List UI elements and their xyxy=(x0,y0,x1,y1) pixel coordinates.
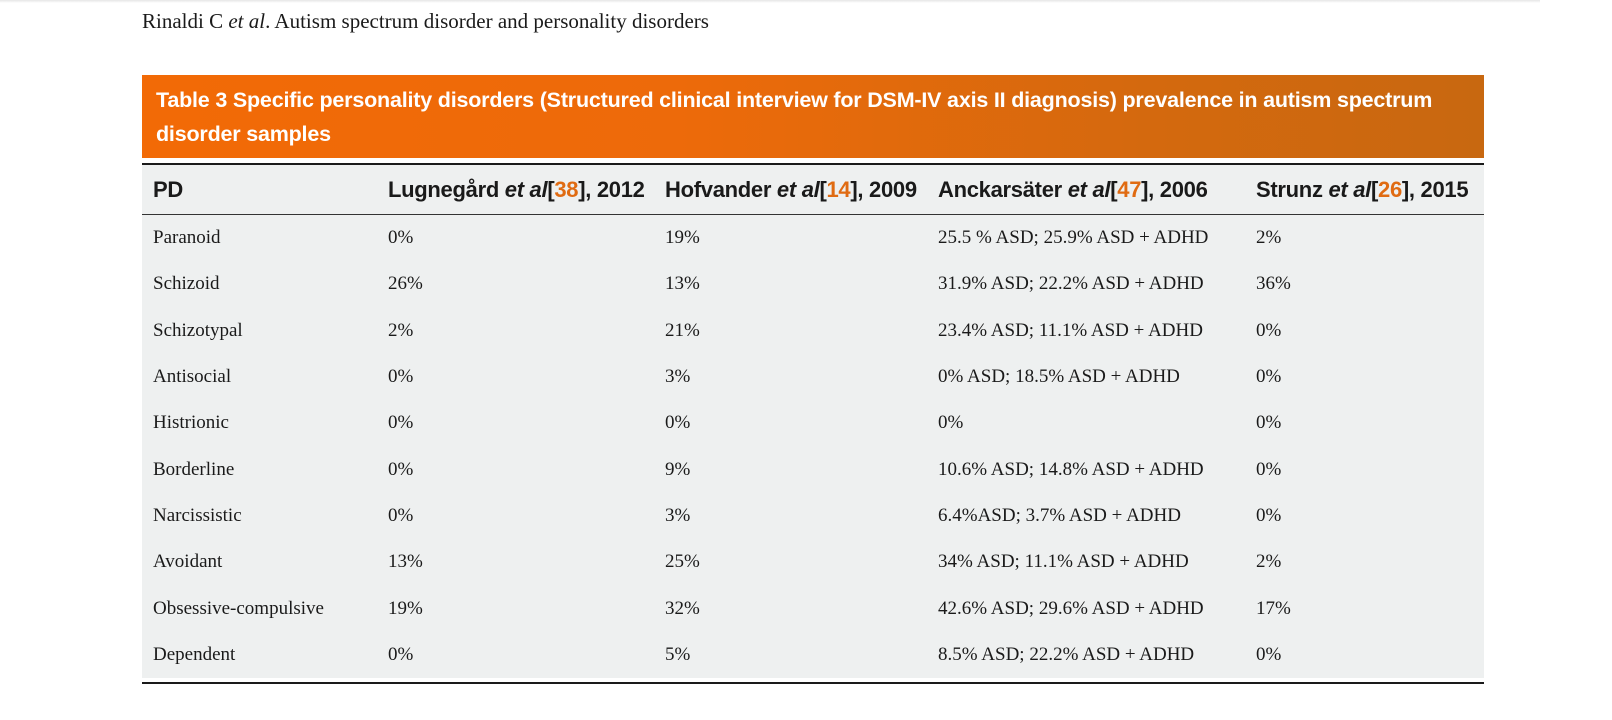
cell-hofvander: 25% xyxy=(665,551,700,573)
cell-strunz: 2% xyxy=(1256,227,1282,249)
cell-pd: Borderline xyxy=(153,458,235,480)
top-shadow xyxy=(0,0,1540,3)
cell-lugnegard: 0% xyxy=(388,504,414,526)
cell-pd: Avoidant xyxy=(153,551,223,573)
table-row: Schizoid 26% 13% 31.9% ASD; 22.2% ASD + … xyxy=(142,261,1484,307)
header-etal: et al xyxy=(1067,176,1111,202)
prevalence-table: PD Lugnegård et al[38], 2012 Hofvander e… xyxy=(142,165,1484,678)
cell-anckarsater: 0% xyxy=(938,412,964,434)
cell-hofvander: 5% xyxy=(665,643,691,665)
header-bracket: [ xyxy=(819,176,827,202)
cell-anckarsater: 42.6% ASD; 29.6% ASD + ADHD xyxy=(938,597,1204,619)
table-caption: Table 3 Specific personality disorders (… xyxy=(142,75,1484,158)
cell-hofvander: 13% xyxy=(665,273,700,295)
cell-pd: Schizotypal xyxy=(153,319,243,341)
cell-lugnegard: 19% xyxy=(388,597,423,619)
cell-lugnegard: 0% xyxy=(388,366,414,388)
cell-lugnegard: 0% xyxy=(388,412,414,434)
table-row: Schizotypal 2% 21% 23.4% ASD; 11.1% ASD … xyxy=(142,308,1484,354)
header-year: ], 2006 xyxy=(1141,176,1208,202)
cell-strunz: 17% xyxy=(1256,597,1291,619)
reference-link-47[interactable]: 47 xyxy=(1117,176,1142,202)
cell-strunz: 0% xyxy=(1256,366,1282,388)
cell-anckarsater: 23.4% ASD; 11.1% ASD + ADHD xyxy=(938,319,1203,341)
table-row: Dependent 0% 5% 8.5% ASD; 22.2% ASD + AD… xyxy=(142,632,1484,678)
header-anckarsater: Anckarsäter et al[47], 2006 xyxy=(927,165,1245,215)
header-year: ], 2009 xyxy=(850,176,917,202)
cell-hofvander: 3% xyxy=(665,366,691,388)
cell-strunz: 0% xyxy=(1256,458,1282,480)
cell-hofvander: 19% xyxy=(665,227,700,249)
running-head-title: . Autism spectrum disorder and personali… xyxy=(265,9,709,33)
cell-hofvander: 32% xyxy=(665,597,700,619)
cell-lugnegard: 2% xyxy=(388,319,414,341)
cell-anckarsater: 10.6% ASD; 14.8% ASD + ADHD xyxy=(938,458,1204,480)
cell-pd: Schizoid xyxy=(153,273,220,295)
header-bracket: [ xyxy=(1110,176,1118,202)
cell-lugnegard: 0% xyxy=(388,458,414,480)
header-pd: PD xyxy=(142,165,377,215)
cell-anckarsater: 0% ASD; 18.5% ASD + ADHD xyxy=(938,366,1180,388)
table-top-rule xyxy=(142,163,1484,165)
reference-link-14[interactable]: 14 xyxy=(826,176,851,202)
header-lugnegard: Lugnegård et al[38], 2012 xyxy=(377,165,654,215)
table-row: Borderline 0% 9% 10.6% ASD; 14.8% ASD + … xyxy=(142,446,1484,492)
cell-hofvander: 0% xyxy=(665,412,691,434)
cell-lugnegard: 0% xyxy=(388,643,414,665)
header-etal: et al xyxy=(1328,176,1371,202)
cell-strunz: 0% xyxy=(1256,412,1282,434)
cell-pd: Narcissistic xyxy=(153,504,242,526)
cell-strunz: 2% xyxy=(1256,551,1282,573)
cell-strunz: 0% xyxy=(1256,643,1282,665)
header-strunz: Strunz et al[26], 2015 xyxy=(1245,165,1484,215)
cell-anckarsater: 6.4%ASD; 3.7% ASD + ADHD xyxy=(938,504,1181,526)
header-bracket: [ xyxy=(1370,176,1379,202)
header-author: Anckarsäter xyxy=(938,176,1068,202)
header-author: Lugnegård xyxy=(388,176,505,202)
table-row: Narcissistic 0% 3% 6.4%ASD; 3.7% ASD + A… xyxy=(142,493,1484,539)
cell-anckarsater: 31.9% ASD; 22.2% ASD + ADHD xyxy=(938,273,1204,295)
running-head-etal: et al xyxy=(228,9,266,33)
table-row: Obsessive-compulsive 19% 32% 42.6% ASD; … xyxy=(142,585,1484,631)
header-author: Strunz xyxy=(1256,176,1329,202)
reference-link-26[interactable]: 26 xyxy=(1378,176,1402,202)
header-author: Hofvander xyxy=(665,176,777,202)
header-hofvander: Hofvander et al[14], 2009 xyxy=(654,165,927,215)
cell-pd: Obsessive-compulsive xyxy=(153,597,324,619)
running-head: Rinaldi C et al. Autism spectrum disorde… xyxy=(142,8,709,34)
header-etal: et al xyxy=(504,176,548,202)
table-row: Paranoid 0% 19% 25.5 % ASD; 25.9% ASD + … xyxy=(142,215,1484,262)
header-year: ], 2012 xyxy=(578,176,645,202)
table-bottom-rule xyxy=(142,681,1484,684)
cell-hofvander: 3% xyxy=(665,504,691,526)
cell-lugnegard: 13% xyxy=(388,551,423,573)
cell-strunz: 36% xyxy=(1256,273,1291,295)
cell-strunz: 0% xyxy=(1256,319,1282,341)
running-head-author: Rinaldi C xyxy=(142,9,229,33)
header-year: ], 2015 xyxy=(1401,176,1469,202)
header-etal: et al xyxy=(776,176,820,202)
cell-lugnegard: 26% xyxy=(388,273,423,295)
header-bracket: [ xyxy=(547,176,555,202)
table-row: Histrionic 0% 0% 0% 0% xyxy=(142,400,1484,446)
cell-anckarsater: 25.5 % ASD; 25.9% ASD + ADHD xyxy=(938,227,1209,249)
cell-anckarsater: 8.5% ASD; 22.2% ASD + ADHD xyxy=(938,643,1195,665)
header-row: PD Lugnegård et al[38], 2012 Hofvander e… xyxy=(142,165,1484,215)
table-row: Avoidant 13% 25% 34% ASD; 11.1% ASD + AD… xyxy=(142,539,1484,585)
cell-hofvander: 9% xyxy=(665,458,691,480)
cell-pd: Histrionic xyxy=(153,412,229,434)
cell-lugnegard: 0% xyxy=(388,227,414,249)
cell-strunz: 0% xyxy=(1256,504,1282,526)
reference-link-38[interactable]: 38 xyxy=(554,176,579,202)
cell-hofvander: 21% xyxy=(665,319,700,341)
table-row: Antisocial 0% 3% 0% ASD; 18.5% ASD + ADH… xyxy=(142,354,1484,400)
cell-pd: Paranoid xyxy=(153,227,221,249)
cell-anckarsater: 34% ASD; 11.1% ASD + ADHD xyxy=(938,551,1189,573)
table-3: Table 3 Specific personality disorders (… xyxy=(142,75,1484,684)
cell-pd: Dependent xyxy=(153,643,236,665)
cell-pd: Antisocial xyxy=(153,366,232,388)
